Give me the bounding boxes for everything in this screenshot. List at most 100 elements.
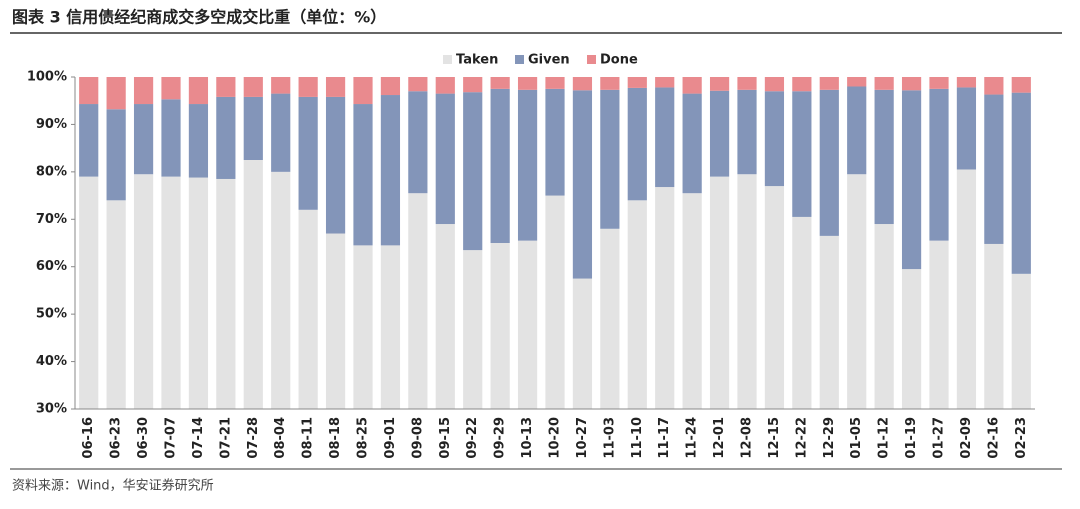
x-tick-label: 01-12: [877, 417, 892, 459]
bar-segment: [847, 174, 867, 409]
x-tick-label: 12-29: [822, 417, 837, 459]
x-tick-label: 10-27: [575, 417, 590, 459]
bar-segment: [106, 200, 126, 409]
bar-segment: [929, 240, 949, 409]
bar-segment: [600, 77, 620, 90]
bar-segment: [764, 186, 785, 409]
x-tick-label: 02-23: [1014, 417, 1029, 459]
x-tick-label: 08-04: [273, 417, 288, 459]
bar-segment: [271, 93, 291, 172]
bar-segment: [79, 176, 99, 409]
bar-segment: [984, 243, 1004, 409]
bar-segment: [737, 89, 757, 175]
x-tick-label: 09-29: [493, 417, 508, 459]
legend-swatch: [515, 55, 524, 64]
bar-segment: [545, 77, 565, 89]
bar-segment: [572, 278, 593, 409]
legend-label: Done: [600, 53, 638, 68]
bar-segment: [956, 169, 977, 409]
x-tick-label: 10-20: [548, 417, 563, 459]
bar-segment: [490, 77, 510, 89]
bar-segment: [463, 77, 483, 93]
bar-segment: [106, 109, 126, 201]
bar-segment: [106, 77, 126, 110]
x-tick-label: 07-07: [164, 417, 179, 459]
bar-segment: [408, 193, 428, 409]
bar-segment: [435, 93, 455, 225]
y-tick-label: 90%: [36, 117, 67, 132]
bar-segment: [243, 77, 263, 97]
bar-segment: [1011, 92, 1031, 274]
bar-segment: [819, 77, 839, 90]
bar-segment: [435, 77, 455, 94]
x-tick-label: 02-09: [959, 417, 974, 459]
bar-segment: [874, 224, 894, 409]
bar-segment: [929, 77, 949, 89]
bar-segment: [956, 77, 977, 88]
bar-segment: [572, 77, 593, 91]
bar-segment: [188, 104, 209, 178]
bar-segment: [901, 269, 922, 409]
x-tick-label: 09-01: [383, 417, 398, 459]
bar-segment: [874, 77, 894, 90]
y-tick-label: 80%: [36, 164, 67, 179]
bar-segment: [847, 77, 867, 87]
bar-segment: [298, 209, 318, 409]
bar-segment: [216, 178, 236, 409]
bar-segment: [490, 88, 510, 243]
bar-segment: [655, 77, 675, 88]
bar-segment: [545, 195, 565, 409]
x-tick-label: 12-22: [794, 417, 809, 459]
x-tick-label: 06-16: [81, 417, 96, 459]
bar-segment: [79, 77, 99, 105]
bar-segment: [271, 77, 291, 94]
x-tick-label: 08-25: [356, 417, 371, 459]
legend-swatch: [443, 55, 452, 64]
x-tick-label: 01-19: [904, 417, 919, 459]
bar-segment: [737, 77, 757, 90]
x-tick-label: 06-30: [136, 417, 151, 459]
x-tick-label: 06-23: [109, 417, 124, 459]
bar-segment: [792, 77, 812, 92]
bar-segment: [874, 89, 894, 225]
x-tick-label: 09-22: [465, 417, 480, 459]
bar-segment: [709, 90, 730, 177]
x-tick-label: 01-05: [849, 417, 864, 459]
bar-segment: [901, 77, 922, 91]
bar-segment: [956, 87, 977, 170]
bar-segment: [243, 96, 263, 160]
bar-segment: [133, 104, 154, 175]
bar-segment: [188, 77, 209, 105]
bar-segment: [517, 240, 538, 409]
bar-segment: [572, 90, 593, 279]
bar-segment: [353, 77, 373, 105]
bar-segment: [408, 77, 428, 92]
bar-segment: [709, 77, 730, 91]
bar-segment: [380, 77, 401, 96]
bar-segment: [325, 96, 346, 234]
bar-segment: [216, 96, 236, 179]
x-tick-label: 12-08: [740, 417, 755, 459]
bar-segment: [325, 233, 346, 409]
bar-segment: [709, 176, 730, 409]
bar-segment: [627, 200, 647, 409]
x-tick-label: 10-13: [520, 417, 535, 459]
bar-segment: [133, 77, 154, 105]
bar-segment: [325, 77, 346, 97]
bar-segment: [380, 245, 401, 409]
bar-segment: [819, 235, 839, 409]
x-tick-label: 02-16: [986, 417, 1001, 459]
bar-segment: [682, 193, 702, 409]
bar-segment: [517, 89, 538, 241]
bar-segment: [1011, 273, 1031, 409]
bar-segment: [627, 87, 647, 201]
bar-segment: [792, 91, 812, 217]
bar-segment: [161, 77, 181, 100]
source: 资料来源：Wind，华安证券研究所: [12, 478, 214, 494]
x-tick-label: 08-18: [328, 417, 343, 459]
bar-segment: [984, 77, 1004, 95]
x-tick-label: 08-11: [301, 417, 316, 459]
bar-segment: [1011, 77, 1031, 93]
bar-segment: [517, 77, 538, 90]
bar-segment: [271, 171, 291, 409]
